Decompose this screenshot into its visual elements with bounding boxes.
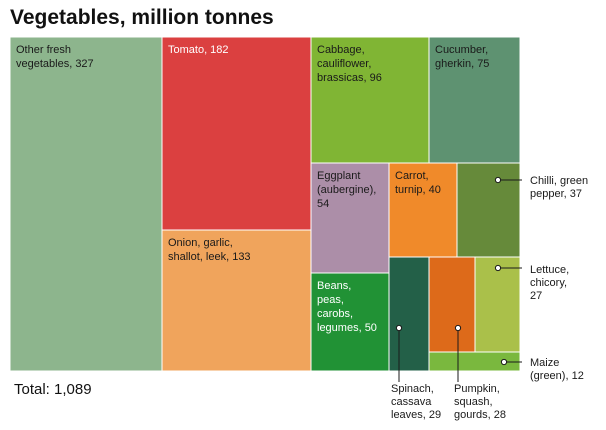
tile-chilli [456, 162, 521, 258]
callout-label-chilli: Chilli, green pepper, 37 [530, 175, 588, 200]
tile-onion [161, 229, 312, 372]
callout-dot-spinach [395, 324, 403, 332]
tile-other-fresh-vegetables [9, 36, 163, 372]
tile-lettuce [474, 256, 521, 353]
tile-beans [310, 272, 390, 372]
callout-label-lettuce: Lettuce, chicory, 27 [530, 264, 569, 302]
callout-dot-chilli [494, 176, 502, 184]
tile-tomato [161, 36, 312, 231]
tile-label-cucumber: Cucumber, gherkin, 75 [435, 44, 489, 70]
callout-dot-pumpkin [454, 324, 462, 332]
tile-label-carrot: Carrot, turnip, 40 [395, 170, 441, 196]
tile-label-other-fresh-vegetables: Other fresh vegetables, 327 [16, 44, 94, 70]
total-label: Total: 1,089 [14, 381, 92, 398]
callout-label-spinach: Spinach, cassava leaves, 29 [391, 383, 441, 421]
callout-dot-lettuce [494, 264, 502, 272]
tile-label-tomato: Tomato, 182 [168, 44, 229, 56]
tile-carrot [388, 162, 458, 258]
tile-label-beans: Beans, peas, carobs, legumes, 50 [317, 280, 377, 334]
callout-dot-maize-green [500, 358, 508, 366]
tile-eggplant-aubergine [310, 162, 390, 274]
tile-cabbage [310, 36, 430, 164]
callout-label-pumpkin: Pumpkin, squash, gourds, 28 [454, 383, 506, 421]
tile-label-eggplant-aubergine: Eggplant (aubergine), 54 [317, 170, 376, 210]
callout-label-maize-green: Maize (green), 12 [530, 357, 584, 382]
tile-label-onion: Onion, garlic, shallot, leek, 133 [168, 237, 251, 263]
chart-title: Vegetables, million tonnes [10, 6, 274, 29]
tile-spinach [388, 256, 430, 372]
tile-pumpkin [428, 256, 476, 353]
tile-label-cabbage: Cabbage, cauliflower, brassicas, 96 [317, 44, 382, 84]
